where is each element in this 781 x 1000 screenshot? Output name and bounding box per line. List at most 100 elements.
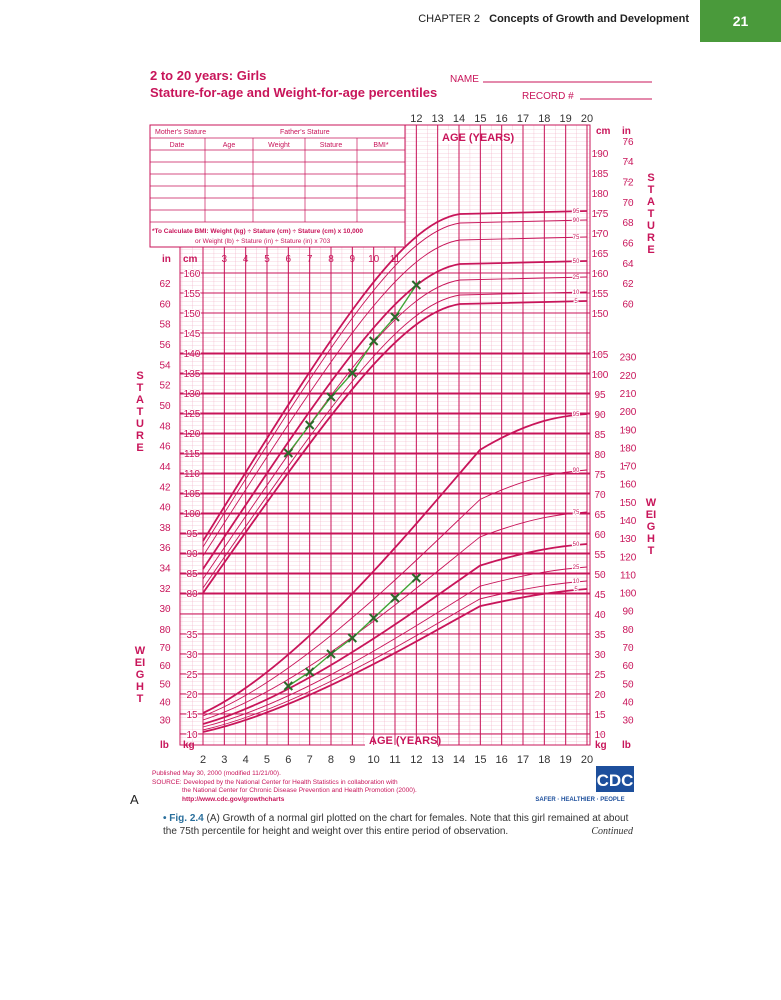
value-tick-label: 135	[184, 369, 201, 380]
value-tick-label: 110	[184, 469, 200, 480]
value-tick-label: 66	[622, 238, 634, 249]
percentile-label: 50	[573, 542, 580, 548]
percentile-label: 90	[573, 468, 580, 474]
age-tick-label: 5	[264, 254, 270, 265]
age-tick-label: 11	[390, 254, 401, 265]
value-tick-label: 160	[184, 269, 201, 280]
weight-percentile-curve	[202, 543, 588, 725]
stature-percentile-curve	[202, 291, 588, 589]
value-tick-label: 70	[594, 490, 606, 501]
value-tick-label: 56	[159, 340, 171, 351]
mother-stature: Mother's Stature	[155, 129, 206, 136]
percentile-label: 50	[573, 259, 580, 265]
value-tick-label: 50	[594, 570, 606, 581]
value-tick-label: 15	[594, 710, 606, 721]
growth-chart: 2 to 20 years: Girls Stature-for-age and…	[130, 68, 652, 807]
value-tick-label: 68	[622, 218, 634, 229]
value-tick-label: 190	[620, 425, 637, 436]
value-tick-label: 60	[622, 299, 634, 310]
unit: kg	[183, 740, 195, 751]
source: SOURCE: Developed by the National Center…	[152, 779, 398, 786]
value-tick-label: 72	[622, 177, 634, 188]
stature-percentile-curve	[202, 260, 588, 570]
age-tick-label: 6	[286, 254, 292, 265]
stature-point	[347, 368, 358, 378]
age-tick-label: 13	[432, 754, 444, 766]
chart-title: 2 to 20 years: Girls	[150, 68, 266, 83]
weight-point	[347, 633, 358, 643]
weight-percentile-curve	[202, 588, 588, 733]
percentile-label: 25	[573, 565, 580, 571]
age-label: AGE (YEARS)	[442, 132, 514, 144]
value-tick-label: 44	[159, 462, 171, 473]
value-tick-label: 130	[184, 389, 201, 400]
form-column: Age	[223, 142, 236, 149]
value-tick-label: 150	[620, 498, 637, 509]
weight-point	[283, 681, 294, 691]
value-tick-label: 20	[594, 690, 606, 701]
value-tick-label: 180	[592, 189, 609, 200]
value-tick-label: 95	[186, 529, 198, 540]
value-tick-label: 120	[620, 552, 637, 563]
continued: Continued	[591, 826, 633, 837]
percentile-label: 5	[574, 587, 578, 593]
value-tick-label: 220	[620, 371, 637, 382]
form-column: Stature	[320, 142, 343, 149]
value-tick-label: 100	[184, 509, 201, 520]
value-tick-label: 230	[620, 353, 637, 364]
age-tick-label: 10	[368, 754, 380, 766]
weight-point	[326, 649, 336, 659]
value-tick-label: 155	[592, 289, 609, 300]
unit: lb	[160, 740, 169, 751]
value-tick-label: 50	[622, 679, 634, 690]
age-tick-label: 7	[307, 754, 313, 766]
running-header: CHAPTER 2 Concepts of Growth and Develop…	[418, 13, 689, 25]
unit: cm	[183, 254, 198, 265]
percentile-label: 95	[573, 209, 580, 215]
age-tick-label: 5	[264, 754, 270, 766]
age-tick-label: 16	[496, 113, 508, 125]
weight-percentile-curve	[202, 413, 588, 714]
unit: kg	[595, 740, 607, 751]
weight-percentile-curve	[202, 511, 588, 721]
value-tick-label: 30	[622, 716, 634, 727]
value-tick-label: 70	[159, 643, 171, 654]
value-tick-label: 85	[594, 430, 606, 441]
value-tick-label: 55	[594, 550, 606, 561]
cdc-logo	[596, 766, 634, 792]
stature-percentile-curve	[202, 276, 588, 580]
value-tick-label: 160	[620, 480, 637, 491]
stature-percentile-curve	[202, 210, 588, 542]
value-tick-label: 85	[186, 569, 198, 580]
percentile-label: 75	[573, 510, 580, 516]
value-tick-label: 110	[620, 570, 636, 581]
weight-percentile-curve	[202, 580, 588, 731]
form-column: Weight	[268, 142, 290, 149]
value-tick-label: 25	[594, 670, 606, 681]
age-tick-label: 16	[496, 754, 508, 766]
value-tick-label: 80	[159, 625, 171, 636]
value-tick-label: 46	[159, 442, 171, 453]
value-tick-label: 20	[186, 690, 198, 701]
percentile-label: 10	[573, 579, 580, 585]
value-tick-label: 35	[594, 630, 606, 641]
value-tick-label: 40	[159, 503, 171, 514]
age-tick-label: 4	[243, 754, 249, 766]
age-tick-label: 3	[221, 754, 227, 766]
value-tick-label: 30	[159, 716, 171, 727]
source: the National Center for Chronic Disease …	[182, 787, 417, 794]
age-tick-label: 14	[453, 754, 465, 766]
value-tick-label: 10	[594, 730, 606, 741]
age-tick-label: 4	[243, 254, 249, 265]
value-tick-label: 32	[159, 584, 171, 595]
age-tick-label: 8	[328, 254, 334, 265]
age-tick-label: 12	[410, 754, 422, 766]
percentile-label: 95	[573, 412, 580, 418]
value-tick-label: 130	[620, 534, 637, 545]
percentile-label: 5	[574, 299, 578, 305]
name-field: NAME	[450, 74, 479, 85]
age-tick-label: 12	[410, 113, 422, 125]
percentile-label: 90	[573, 218, 580, 224]
value-tick-label: 76	[622, 137, 634, 148]
weight-label: WEIGHT	[134, 645, 146, 705]
